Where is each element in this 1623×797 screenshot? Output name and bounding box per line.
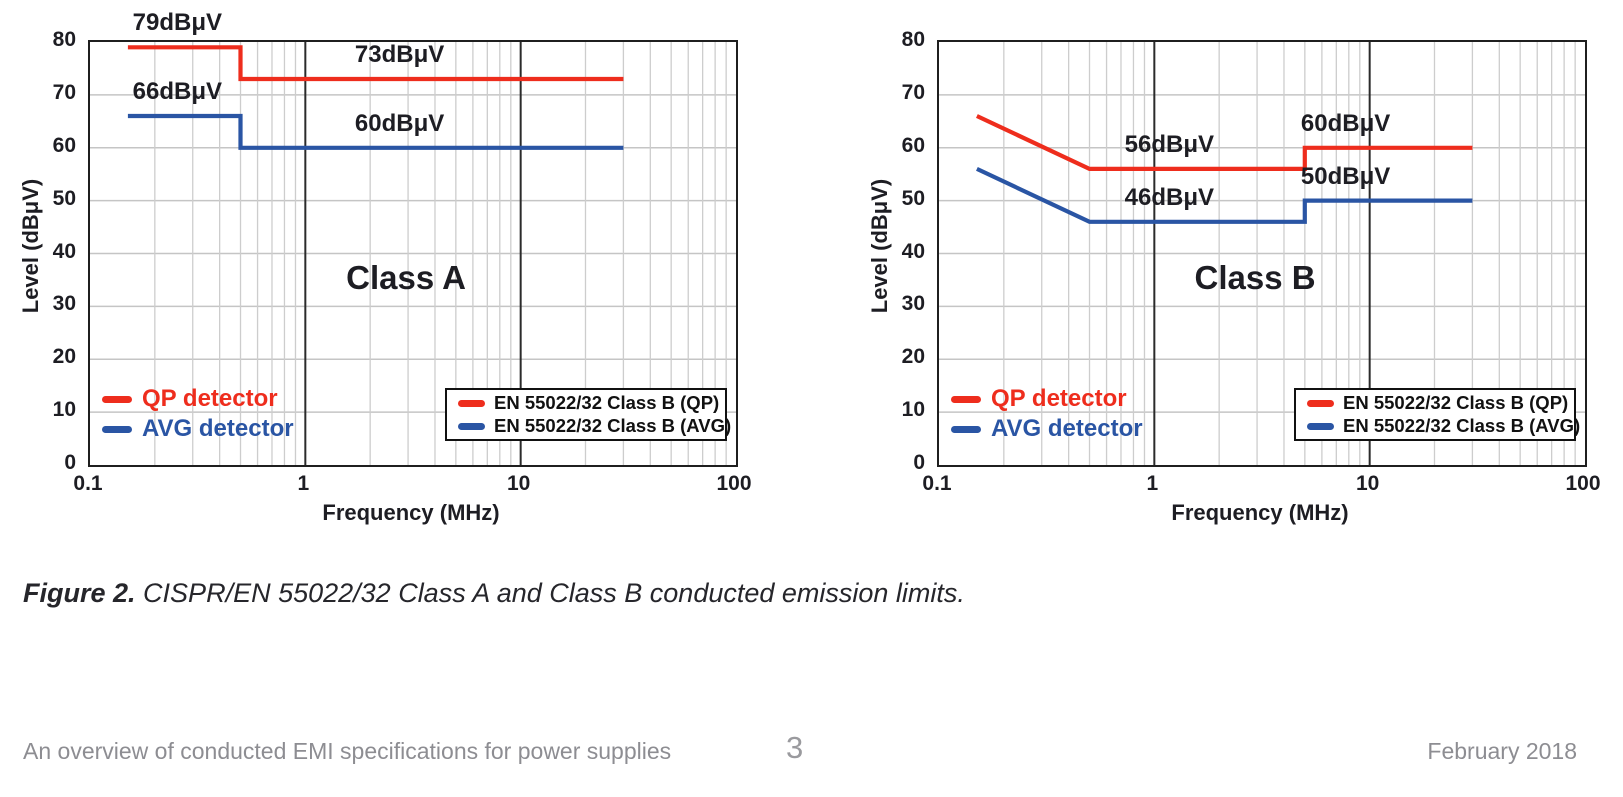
legend-swatch-icon [1307, 422, 1334, 430]
legend-label: EN 55022/32 Class B (QP) [494, 392, 720, 413]
x-tick-label: 10 [506, 472, 531, 495]
figure-caption: Figure 2. CISPR/EN 55022/32 Class A and … [23, 578, 965, 609]
legend-swatch-icon [458, 399, 485, 407]
y-tick-label: 70 [901, 80, 925, 104]
limit-annotation: 79dBμV [132, 9, 223, 37]
legend-box: EN 55022/32 Class B (QP) EN 55022/32 Clas… [1294, 388, 1580, 441]
y-tick-label: 20 [52, 345, 76, 369]
y-tick-label: 50 [901, 186, 925, 210]
chart-class-b: Frequency (MHz) Level (dBμV) 0.1 1 10 100 0 1… [849, 0, 1623, 540]
y-tick-label: 0 [64, 451, 76, 474]
x-tick-label: 0.1 [73, 472, 103, 495]
limit-annotation: 60dBμV [1300, 109, 1391, 137]
x-tick-label: 0.1 [922, 472, 952, 495]
x-tick-label: 100 [1565, 472, 1601, 495]
legend-label: EN 55022/32 Class B (QP) [1343, 392, 1569, 413]
line-swatch-icon [102, 395, 132, 403]
legend-item: EN 55022/32 Class B (AVG) [1307, 415, 1580, 438]
y-tick-label: 0 [913, 451, 925, 474]
line-swatch-icon [951, 425, 981, 433]
chart-class-title: Class A [346, 258, 466, 296]
legend-item: EN 55022/32 Class B (QP) [1307, 392, 1574, 415]
legend-swatch-icon [1307, 399, 1334, 407]
y-tick-label: 30 [52, 292, 76, 316]
limit-annotation: 66dBμV [132, 78, 223, 106]
detector-label: AVG detector [951, 414, 1143, 444]
detector-labels: QP detector AVG detector [951, 384, 1143, 444]
y-tick-label: 40 [901, 239, 925, 263]
y-tick-label: 70 [52, 80, 76, 104]
limit-annotation: 50dBμV [1300, 162, 1391, 190]
detector-label: QP detector [102, 384, 294, 414]
x-tick-label: 10 [1355, 472, 1380, 495]
detector-label: AVG detector [102, 414, 294, 444]
x-tick-label: 1 [1146, 472, 1159, 495]
detector-label-text: QP detector [142, 385, 278, 412]
y-tick-label: 80 [52, 28, 76, 51]
limit-annotation: 46dBμV [1124, 183, 1215, 211]
x-axis-title: Frequency (MHz) [1171, 500, 1349, 525]
figure-caption-text: CISPR/EN 55022/32 Class A and Class B co… [143, 578, 965, 608]
y-tick-label: 10 [52, 398, 76, 422]
footer-page-number: 3 [786, 730, 804, 765]
x-axis-title: Frequency (MHz) [322, 500, 500, 525]
x-tick-label: 1 [297, 472, 310, 495]
chart-class-a: Frequency (MHz) Level (dBμV) 0.1 1 10 100 0 1… [0, 0, 800, 540]
detector-label-text: AVG detector [991, 415, 1143, 442]
line-swatch-icon [951, 395, 981, 403]
y-tick-label: 30 [901, 292, 925, 316]
detector-label-text: QP detector [991, 385, 1127, 412]
detector-label-text: AVG detector [142, 415, 294, 442]
y-tick-label: 10 [901, 398, 925, 422]
figure-caption-label: Figure 2. [23, 578, 136, 608]
detector-labels: QP detector AVG detector [102, 384, 294, 444]
limit-annotation: 73dBμV [354, 41, 445, 68]
legend-box: EN 55022/32 Class B (QP) EN 55022/32 Clas… [445, 388, 731, 441]
limit-annotation: 60dBμV [354, 109, 445, 137]
line-swatch-icon [102, 425, 132, 433]
footer-date: February 2018 [1427, 738, 1577, 764]
y-tick-label: 40 [52, 239, 76, 263]
x-tick-label: 100 [716, 472, 752, 495]
footer-document-title: An overview of conducted EMI specificati… [23, 738, 672, 764]
detector-label: QP detector [951, 384, 1143, 414]
legend-item: EN 55022/32 Class B (AVG) [458, 415, 731, 438]
y-tick-label: 60 [52, 133, 76, 157]
limit-annotation: 56dBμV [1124, 130, 1215, 158]
y-tick-label: 60 [901, 133, 925, 157]
legend-label: EN 55022/32 Class B (AVG) [494, 415, 732, 436]
y-tick-label: 20 [901, 345, 925, 369]
y-tick-label: 80 [901, 28, 925, 51]
y-tick-label: 50 [52, 186, 76, 210]
legend-swatch-icon [458, 422, 485, 430]
plot-area [88, 40, 738, 467]
legend-label: EN 55022/32 Class B (AVG) [1343, 415, 1581, 436]
chart-class-title: Class B [1194, 258, 1316, 296]
legend-item: EN 55022/32 Class B (QP) [458, 392, 725, 415]
